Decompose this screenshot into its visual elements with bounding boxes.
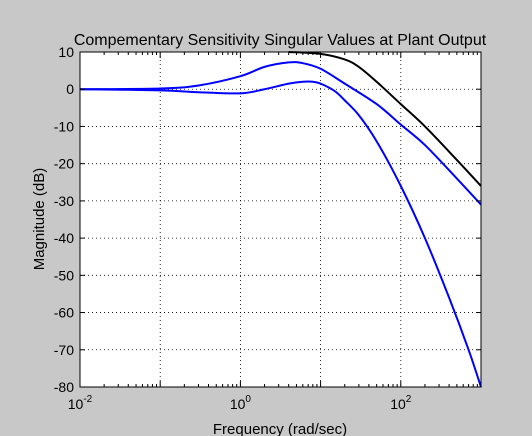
series-line-3 [79,80,482,388]
y-tick-labels: 10 0 -10 -20 -30 -40 -50 -60 -70 -80 [54,44,74,395]
chart-title: Compementary Sensitivity Singular Values… [74,32,487,49]
y-tick-label: 0 [66,81,74,97]
y-tick-label: -60 [54,305,74,321]
series-line-2 [79,61,482,206]
grid-lines [80,52,481,387]
y-tick-label: -50 [54,267,74,283]
x-tick-label: 10-2 [68,394,93,412]
x-tick-labels: 10-2 100 102 [68,394,412,412]
data-series [79,51,482,388]
y-tick-label: -40 [54,230,74,246]
y-tick-label: -30 [54,193,74,209]
y-tick-label: -10 [54,118,74,134]
y-axis-label: Magnitude (dB) [31,168,48,271]
series-line-1 [288,51,482,187]
tick-marks [79,51,482,388]
x-tick-label: 100 [230,394,252,412]
y-tick-label: -80 [54,379,74,395]
plot-area [80,52,481,387]
x-tick-label: 102 [390,394,412,412]
y-tick-label: 10 [58,44,74,60]
y-tick-label: -20 [54,156,74,172]
x-axis-label: Frequency (rad/sec) [213,421,347,436]
plot-frame [79,51,482,388]
y-tick-label: -70 [54,342,74,358]
